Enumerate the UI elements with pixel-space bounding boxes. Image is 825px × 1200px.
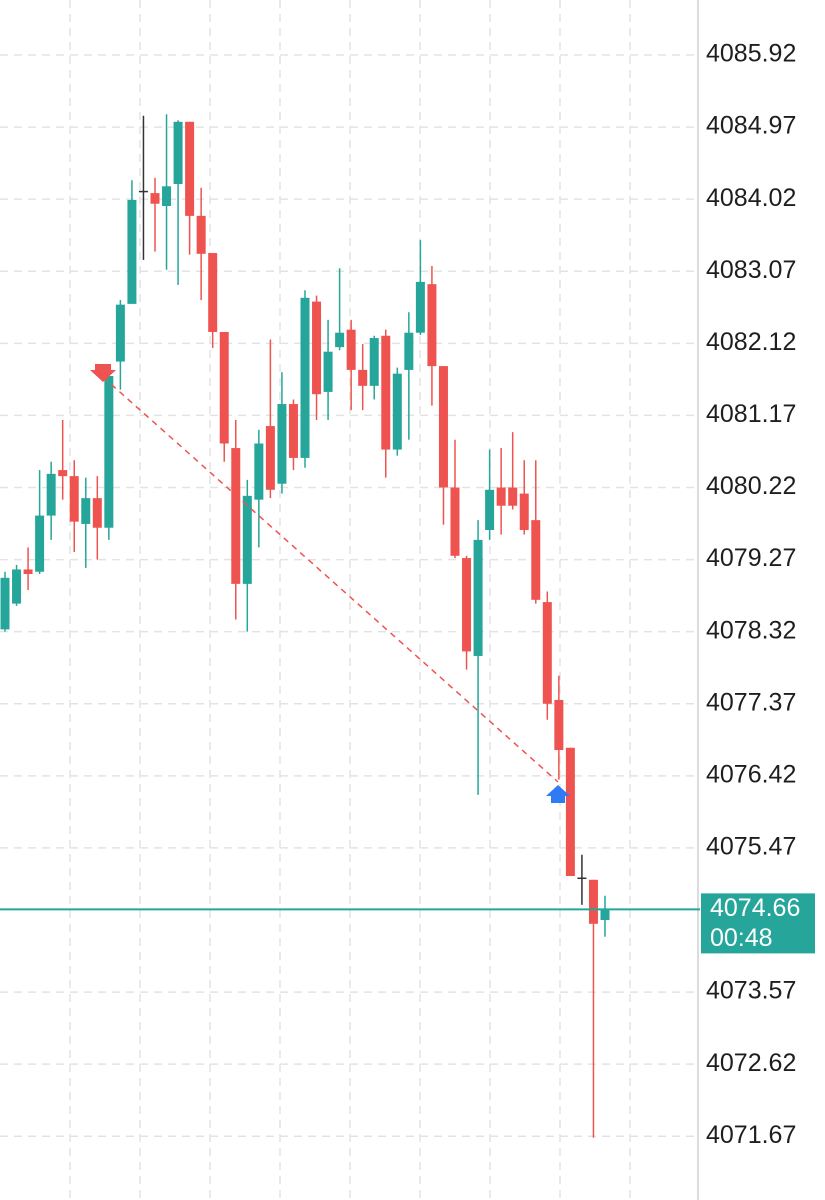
candle-body [323,351,333,392]
candle-body [219,331,229,444]
candle-body [196,215,206,254]
candle-body [519,493,529,531]
y-tick-label: 4080.22 [706,472,796,500]
trade-annotation [90,364,570,803]
candle-body [231,448,241,584]
y-tick-label: 4084.02 [706,184,796,212]
candle-body [496,487,506,506]
candle-body [438,366,448,488]
y-tick-label: 4081.17 [706,400,796,428]
sell-arrow [90,364,116,382]
y-tick-label: 4072.62 [706,1049,796,1077]
candle-body [162,186,172,207]
candle-body [588,879,598,924]
candle-body [485,489,495,531]
candle-body [346,329,356,370]
candle-body [69,476,79,522]
last-price-label: 4074.66 [710,894,800,922]
y-tick-label: 4079.27 [706,544,796,572]
y-tick-label: 4083.07 [706,256,796,284]
candle-body [335,332,345,348]
y-tick-label: 4075.47 [706,833,796,861]
candle-body [254,443,264,500]
candle-body [127,199,137,304]
candle-body [358,369,368,386]
candle-body [542,602,552,704]
candle-body [173,121,183,185]
candle-body [392,373,402,450]
candle-body [208,253,218,332]
candle-body [12,569,22,604]
candle-body [554,699,564,751]
candle-body [288,404,298,458]
candle-body [565,747,575,877]
candle-body [115,304,125,362]
countdown: 00:48 [710,924,773,952]
candle-body [242,495,252,584]
y-tick-label: 4078.32 [706,616,796,644]
candle-body [35,515,45,572]
y-tick-label: 4084.97 [706,112,796,140]
candle-body [508,487,518,506]
candle-body [92,498,102,528]
candle-body [473,539,483,656]
candle-body [277,404,287,484]
y-tick-label: 4082.12 [706,328,796,356]
candle-body [300,297,310,458]
y-tick-label: 4071.67 [706,1121,796,1149]
candle-body [450,487,460,556]
y-tick-label: 4077.37 [706,688,796,716]
candle-body [404,332,414,370]
candle-body [600,909,610,921]
candles [0,114,610,1138]
candle-body [58,470,68,477]
candle-body [369,338,379,386]
candle-body [81,498,91,524]
candle-body [577,877,587,880]
y-tick-label: 4085.92 [706,40,796,68]
candle-body [427,284,437,367]
candle-body [462,558,472,652]
candle-body [265,426,275,490]
y-tick-label: 4076.42 [706,760,796,788]
candle-body [138,190,148,193]
candle-body [23,569,33,575]
candle-body [185,121,195,216]
candle-body [104,375,114,528]
candle-body [415,281,425,333]
candle-body [0,577,10,630]
y-tick-label: 4073.57 [706,977,796,1005]
buy-arrow [546,785,570,803]
candle-body [312,301,322,395]
candle-body [150,193,160,204]
badge-bg [701,893,815,954]
trade-line [102,376,559,783]
candle-body [46,473,56,516]
candle-body [531,520,541,600]
candle-body [381,335,391,450]
vertical-grid [69,0,631,1200]
price-axis: 4085.92 4084.97 4084.02 4083.07 4082.12 4081.… [706,40,796,1149]
last-price-badge: 4074.66 00:48 [701,893,815,954]
